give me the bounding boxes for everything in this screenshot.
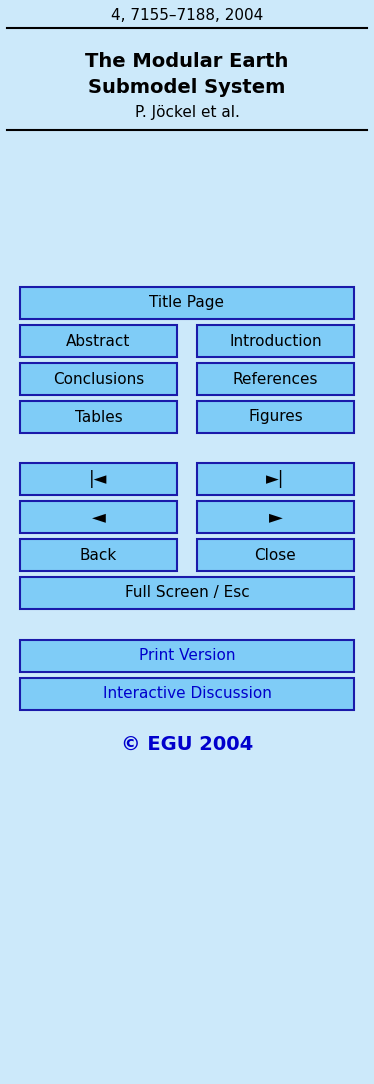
Text: Introduction: Introduction xyxy=(229,334,322,348)
Text: ◄: ◄ xyxy=(92,508,105,526)
Text: ►: ► xyxy=(269,508,282,526)
FancyBboxPatch shape xyxy=(197,363,354,395)
Text: Abstract: Abstract xyxy=(66,334,131,348)
Text: Tables: Tables xyxy=(75,410,122,425)
FancyBboxPatch shape xyxy=(20,678,354,710)
Text: The Modular Earth: The Modular Earth xyxy=(85,52,289,70)
FancyBboxPatch shape xyxy=(20,501,177,533)
Text: Close: Close xyxy=(255,547,296,563)
Text: Conclusions: Conclusions xyxy=(53,372,144,387)
FancyBboxPatch shape xyxy=(20,539,177,571)
Text: © EGU 2004: © EGU 2004 xyxy=(121,735,253,754)
FancyBboxPatch shape xyxy=(20,325,177,357)
Text: References: References xyxy=(233,372,318,387)
Text: 4, 7155–7188, 2004: 4, 7155–7188, 2004 xyxy=(111,8,263,23)
Text: Submodel System: Submodel System xyxy=(88,78,286,96)
FancyBboxPatch shape xyxy=(20,640,354,672)
FancyBboxPatch shape xyxy=(197,501,354,533)
Text: P. Jöckel et al.: P. Jöckel et al. xyxy=(135,105,239,120)
FancyBboxPatch shape xyxy=(20,363,177,395)
Text: |◄: |◄ xyxy=(89,470,108,488)
Text: Print Version: Print Version xyxy=(139,648,235,663)
FancyBboxPatch shape xyxy=(197,463,354,495)
Text: Figures: Figures xyxy=(248,410,303,425)
FancyBboxPatch shape xyxy=(197,539,354,571)
Text: Full Screen / Esc: Full Screen / Esc xyxy=(125,585,249,601)
FancyBboxPatch shape xyxy=(20,463,177,495)
FancyBboxPatch shape xyxy=(20,401,177,433)
FancyBboxPatch shape xyxy=(20,577,354,609)
FancyBboxPatch shape xyxy=(20,287,354,319)
FancyBboxPatch shape xyxy=(197,325,354,357)
Text: ►|: ►| xyxy=(266,470,285,488)
Text: Back: Back xyxy=(80,547,117,563)
Text: Title Page: Title Page xyxy=(150,296,224,310)
FancyBboxPatch shape xyxy=(197,401,354,433)
Text: Interactive Discussion: Interactive Discussion xyxy=(102,686,272,701)
